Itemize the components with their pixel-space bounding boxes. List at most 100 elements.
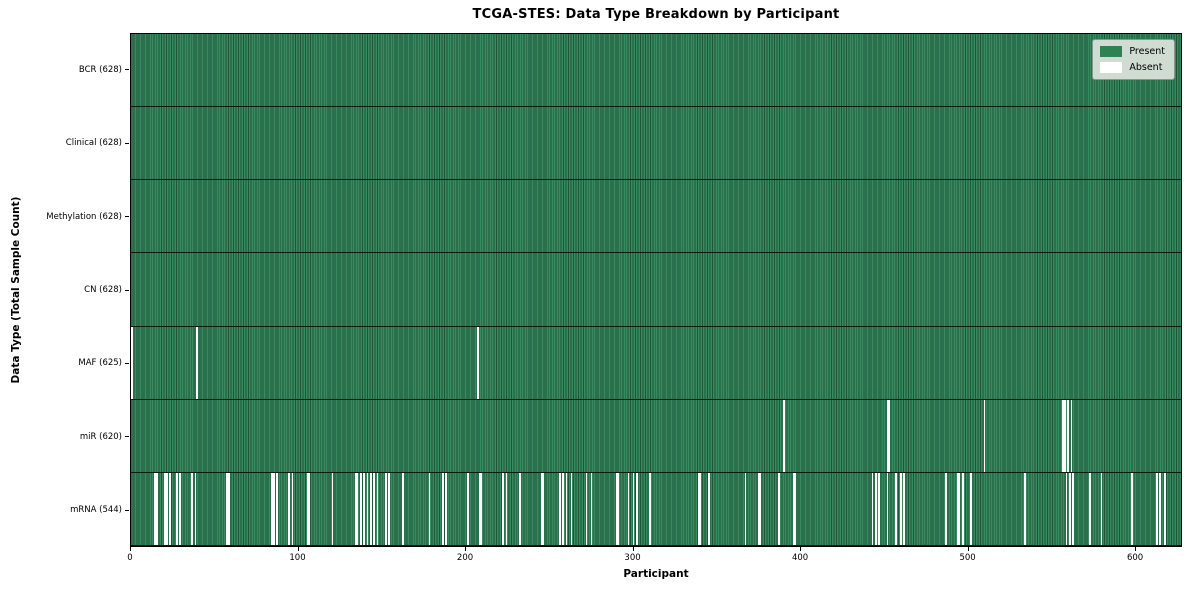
absent-stripe bbox=[983, 399, 986, 472]
heatmap-row-BCR bbox=[131, 34, 1181, 108]
absent-stripe bbox=[502, 472, 504, 545]
xtick-label-200: 200 bbox=[456, 553, 474, 563]
absent-stripe bbox=[886, 399, 889, 472]
absent-stripe bbox=[1062, 399, 1064, 472]
legend-label-present: Present bbox=[1129, 46, 1165, 57]
absent-stripe bbox=[385, 472, 387, 545]
ytick-mark bbox=[125, 216, 129, 218]
absent-stripe bbox=[570, 472, 573, 545]
absent-stripe bbox=[176, 472, 178, 545]
absent-stripe bbox=[388, 472, 391, 545]
x-axis-label: Participant bbox=[623, 568, 689, 580]
absent-stripe bbox=[783, 399, 785, 472]
legend-item-absent: Absent bbox=[1100, 62, 1165, 73]
absent-stripe bbox=[1023, 472, 1026, 545]
absent-stripe bbox=[970, 472, 973, 545]
absent-stripe bbox=[1155, 472, 1158, 545]
absent-stripe bbox=[759, 472, 762, 545]
absent-stripe bbox=[895, 472, 897, 545]
absent-stripe bbox=[540, 472, 543, 545]
ytick-mark bbox=[125, 69, 129, 71]
absent-swatch bbox=[1100, 62, 1123, 73]
absent-stripe bbox=[366, 472, 369, 545]
absent-stripe bbox=[441, 472, 444, 545]
absent-stripe bbox=[467, 472, 469, 545]
absent-stripe bbox=[356, 472, 359, 545]
absent-stripe bbox=[697, 472, 700, 545]
absent-stripe bbox=[373, 472, 376, 545]
xtick-mark bbox=[130, 547, 131, 551]
legend: Present Absent bbox=[1092, 39, 1175, 80]
absent-stripe bbox=[794, 472, 797, 545]
absent-stripe bbox=[956, 472, 959, 545]
absent-stripe bbox=[273, 472, 275, 545]
absent-stripe bbox=[227, 472, 230, 545]
ytick-mark bbox=[125, 289, 129, 291]
absent-stripe bbox=[355, 472, 357, 545]
present-swatch bbox=[1100, 46, 1123, 57]
xtick-label-400: 400 bbox=[791, 553, 809, 563]
absent-stripe bbox=[1065, 472, 1068, 545]
ytick-label-BCR: BCR (628) bbox=[78, 64, 122, 75]
absent-stripe bbox=[518, 472, 521, 545]
absent-stripe bbox=[1068, 472, 1071, 545]
ytick-mark bbox=[125, 509, 129, 511]
absent-stripe bbox=[271, 472, 274, 545]
xtick-mark bbox=[967, 547, 969, 551]
absent-stripe bbox=[585, 472, 588, 545]
absent-stripe bbox=[370, 472, 372, 545]
absent-stripe bbox=[632, 472, 635, 545]
ytick-label-miR: miR (620) bbox=[79, 431, 122, 442]
absent-stripe bbox=[1159, 472, 1161, 545]
absent-stripe bbox=[1072, 472, 1074, 545]
absent-stripe bbox=[166, 472, 168, 545]
xtick-label-500: 500 bbox=[959, 553, 976, 563]
absent-stripe bbox=[635, 472, 638, 545]
absent-stripe bbox=[480, 472, 483, 545]
absent-stripe bbox=[1130, 472, 1133, 545]
absent-stripe bbox=[562, 472, 565, 545]
absent-stripe bbox=[196, 326, 198, 399]
xtick-label-0: 0 bbox=[127, 553, 133, 563]
absent-stripe bbox=[1164, 472, 1166, 545]
heatmap-row-Clinical bbox=[131, 107, 1181, 181]
absent-stripe bbox=[793, 472, 795, 545]
absent-stripe bbox=[878, 472, 881, 545]
xtick-mark bbox=[800, 547, 802, 551]
absent-stripe bbox=[428, 472, 431, 545]
heatmap-row-mRNA bbox=[131, 472, 1181, 546]
ytick-label-Methylation: Methylation (628) bbox=[46, 211, 122, 222]
xtick-label-100: 100 bbox=[289, 553, 306, 563]
absent-stripe bbox=[291, 472, 294, 545]
ytick-mark bbox=[125, 436, 129, 438]
absent-stripe bbox=[331, 472, 334, 545]
absent-stripe bbox=[871, 472, 874, 545]
absent-stripe bbox=[707, 472, 710, 545]
absent-stripe bbox=[169, 472, 172, 545]
absent-stripe bbox=[542, 472, 544, 545]
legend-label-absent: Absent bbox=[1129, 62, 1163, 73]
absent-stripe bbox=[627, 472, 630, 545]
absent-stripe bbox=[376, 472, 379, 545]
heatmap-row-MAF bbox=[131, 326, 1181, 400]
absent-stripe bbox=[226, 472, 228, 545]
absent-stripe bbox=[565, 472, 568, 545]
absent-stripe bbox=[179, 472, 182, 545]
xtick-mark bbox=[297, 547, 299, 551]
y-axis-label: Data Type (Total Sample Count) bbox=[10, 196, 22, 384]
absent-stripe bbox=[590, 472, 593, 545]
plot-area: Present Absent bbox=[130, 33, 1182, 547]
xtick-mark bbox=[1135, 547, 1137, 551]
ytick-label-MAF: MAF (625) bbox=[78, 358, 122, 369]
absent-stripe bbox=[886, 472, 889, 545]
absent-stripe bbox=[308, 472, 310, 545]
xtick-label-600: 600 bbox=[1126, 553, 1144, 563]
absent-stripe bbox=[306, 472, 309, 545]
absent-stripe bbox=[401, 472, 404, 545]
absent-stripe bbox=[276, 472, 279, 545]
absent-stripe bbox=[945, 472, 947, 545]
ytick-label-mRNA: mRNA (544) bbox=[70, 505, 122, 516]
absent-stripe bbox=[699, 472, 702, 545]
heatmap-row-miR bbox=[131, 399, 1181, 473]
